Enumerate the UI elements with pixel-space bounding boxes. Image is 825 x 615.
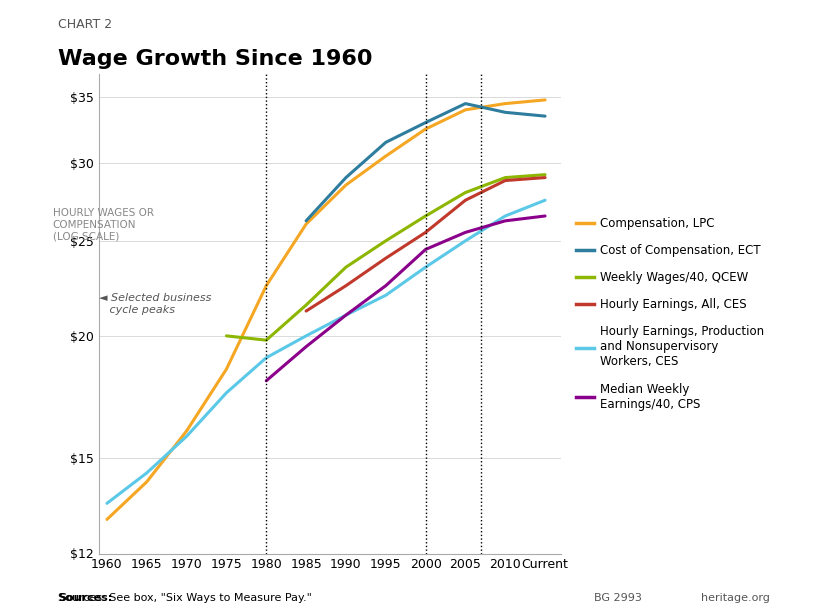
Text: BG 2993: BG 2993 (594, 593, 642, 603)
Text: heritage.org: heritage.org (701, 593, 770, 603)
Text: CHART 2: CHART 2 (58, 18, 112, 31)
Text: Wage Growth Since 1960: Wage Growth Since 1960 (58, 49, 372, 69)
Text: ◄ Selected business
   cycle peaks: ◄ Selected business cycle peaks (99, 293, 211, 315)
Legend: Compensation, LPC, Cost of Compensation, ECT, Weekly Wages/40, QCEW, Hourly Earn: Compensation, LPC, Cost of Compensation,… (572, 212, 769, 415)
Text: HOURLY WAGES OR
COMPENSATION
(LOG SCALE): HOURLY WAGES OR COMPENSATION (LOG SCALE) (53, 208, 153, 241)
Text: Sources:: Sources: (58, 593, 112, 603)
Text: Sources: See box, "Six Ways to Measure Pay.": Sources: See box, "Six Ways to Measure P… (58, 593, 312, 603)
